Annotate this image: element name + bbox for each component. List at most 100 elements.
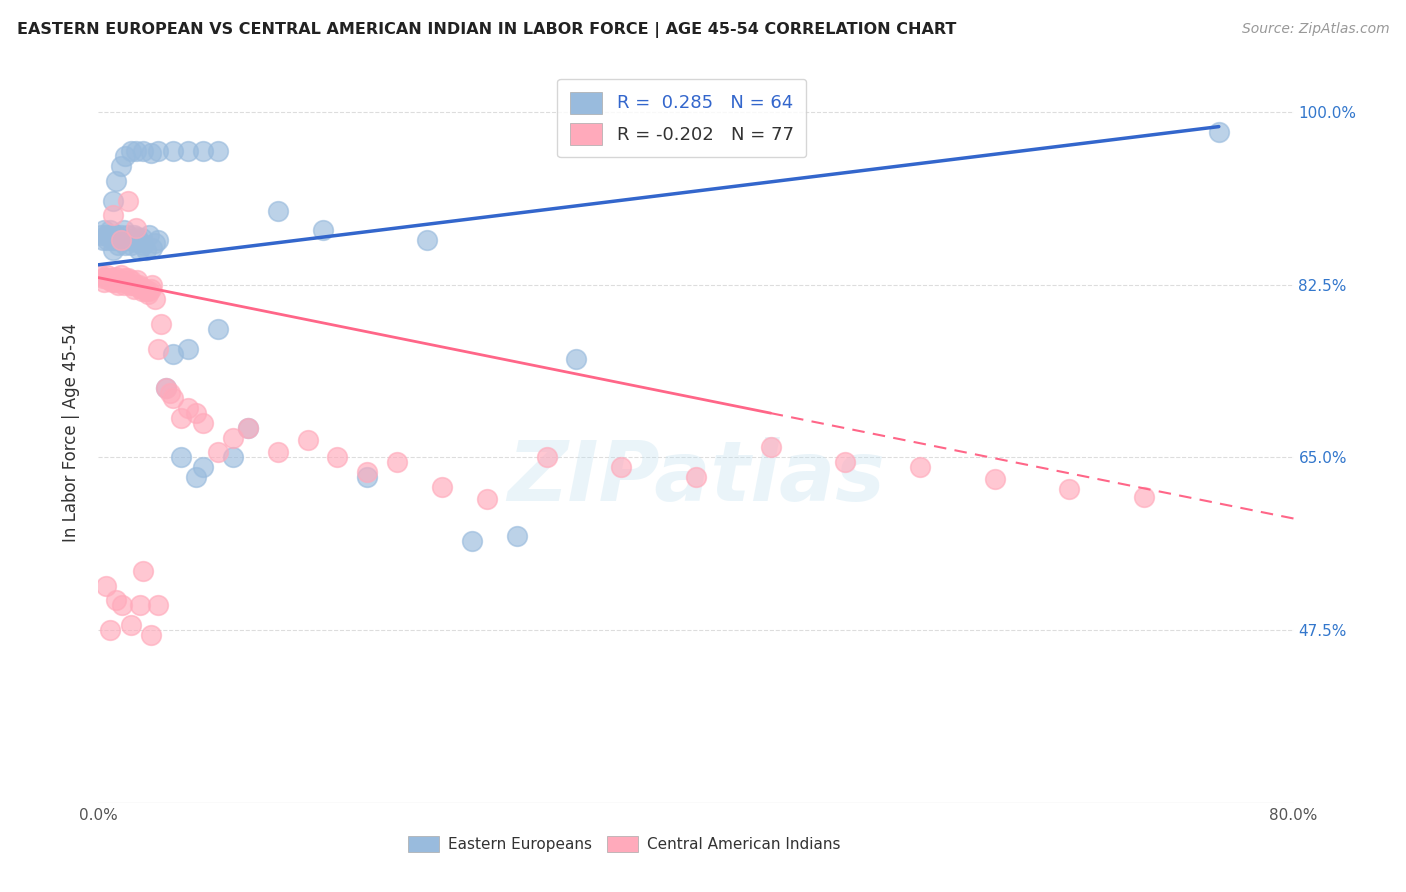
Point <box>475 491 498 506</box>
Point <box>984 472 1007 486</box>
Point <box>90 268 112 282</box>
Point <box>97 228 120 243</box>
Point <box>908 460 931 475</box>
Point <box>128 243 150 257</box>
Point <box>148 599 170 613</box>
Point <box>124 228 146 243</box>
Point <box>105 174 128 188</box>
Point <box>536 450 558 465</box>
Point <box>111 599 134 613</box>
Point <box>114 149 136 163</box>
Point <box>120 238 142 252</box>
Point <box>125 235 148 249</box>
Point <box>103 270 125 285</box>
Point <box>134 283 156 297</box>
Point <box>121 233 143 247</box>
Point <box>326 450 349 465</box>
Point <box>105 593 128 607</box>
Point <box>222 431 245 445</box>
Point <box>135 243 157 257</box>
Point <box>107 277 129 292</box>
Point <box>104 275 127 289</box>
Point <box>94 228 117 243</box>
Point <box>125 277 148 292</box>
Point <box>111 275 134 289</box>
Point <box>94 579 117 593</box>
Point <box>141 241 163 255</box>
Point <box>127 272 149 286</box>
Point <box>110 159 132 173</box>
Point <box>94 270 117 285</box>
Point <box>139 283 162 297</box>
Point <box>834 455 856 469</box>
Text: Source: ZipAtlas.com: Source: ZipAtlas.com <box>1241 22 1389 37</box>
Point <box>430 480 453 494</box>
Point <box>90 228 112 243</box>
Point <box>112 277 135 292</box>
Point <box>138 228 160 243</box>
Point <box>136 287 159 301</box>
Point <box>103 209 125 223</box>
Point <box>610 460 633 475</box>
Point <box>131 231 153 245</box>
Point <box>128 277 150 292</box>
Point <box>461 534 484 549</box>
Y-axis label: In Labor Force | Age 45-54: In Labor Force | Age 45-54 <box>62 323 80 542</box>
Point <box>107 238 129 252</box>
Point <box>125 145 148 159</box>
Point <box>124 283 146 297</box>
Point <box>759 441 782 455</box>
Point <box>108 233 131 247</box>
Point <box>141 277 163 292</box>
Point <box>110 268 132 282</box>
Point <box>267 203 290 218</box>
Point <box>111 233 134 247</box>
Point <box>143 293 166 307</box>
Point <box>311 223 333 237</box>
Point <box>117 270 139 285</box>
Point <box>91 270 114 285</box>
Point <box>150 317 173 331</box>
Point <box>135 285 157 299</box>
Point <box>169 410 191 425</box>
Point <box>356 465 378 479</box>
Point <box>120 145 142 159</box>
Point <box>120 272 142 286</box>
Point <box>1208 124 1230 138</box>
Point <box>207 145 229 159</box>
Point <box>120 618 142 632</box>
Point <box>177 401 200 415</box>
Point <box>356 470 378 484</box>
Point <box>685 470 707 484</box>
Point <box>139 628 162 642</box>
Point <box>162 391 184 405</box>
Point <box>98 270 122 285</box>
Point <box>207 322 229 336</box>
Point <box>177 145 200 159</box>
Point <box>222 450 245 465</box>
Point <box>162 145 184 159</box>
Point <box>155 381 177 395</box>
Point <box>114 270 136 285</box>
Point <box>110 228 132 243</box>
Point <box>105 269 128 284</box>
Point <box>129 599 152 613</box>
Point <box>103 243 125 257</box>
Point <box>115 233 138 247</box>
Point <box>105 228 128 243</box>
Point <box>118 233 141 247</box>
Point <box>101 275 124 289</box>
Point <box>110 233 132 247</box>
Point <box>98 623 122 637</box>
Point <box>267 445 290 459</box>
Point <box>191 416 214 430</box>
Point <box>236 420 259 434</box>
Point <box>155 381 177 395</box>
Point <box>148 342 170 356</box>
Point <box>115 275 138 289</box>
Point <box>184 470 207 484</box>
Point <box>191 460 214 475</box>
Point <box>191 145 214 159</box>
Point <box>297 433 319 447</box>
Point <box>506 529 529 543</box>
